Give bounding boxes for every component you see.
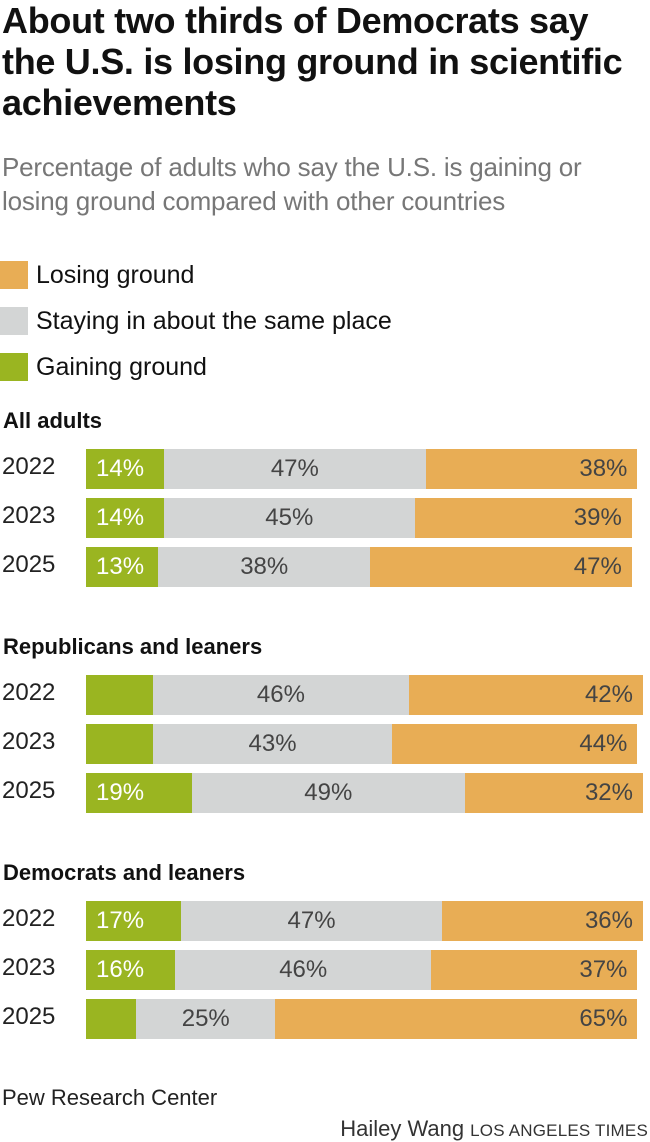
bar-segment-same: 46% (152, 675, 410, 715)
chart-subtitle: Percentage of adults who say the U.S. is… (2, 152, 582, 216)
year-label: 2023 (2, 502, 56, 529)
legend-item-losing: Losing ground (0, 252, 392, 298)
bar-segment-losing: 42% (409, 675, 643, 715)
bar-segment-losing: 65% (275, 999, 638, 1039)
group-title: Republicans and leaners (3, 634, 263, 659)
bar-segment-losing: 36% (442, 901, 643, 941)
data-label: 36% (584, 907, 633, 934)
bar-segment-same: 43% (152, 724, 393, 764)
organization-name: LOS ANGELES TIMES (470, 1121, 648, 1140)
group-title: Democrats and leaners (3, 860, 246, 885)
bar-row: 14% 47% 38% (86, 449, 638, 489)
data-label: 47% (573, 553, 622, 580)
data-label: 38% (579, 455, 628, 482)
bar-row: 17% 47% 36% (86, 901, 643, 941)
bar-segment-losing: 44% (392, 724, 638, 764)
year-label: 2022 (2, 679, 56, 706)
data-label: 47% (270, 455, 319, 482)
bar-row: 46% 42% (86, 675, 643, 715)
year-label: 2025 (2, 777, 56, 804)
author-name: Hailey Wang (340, 1116, 465, 1141)
bar-segment-gaining: 16% (86, 950, 176, 990)
data-label: 44% (579, 730, 628, 757)
data-label: 14% (96, 504, 145, 531)
data-label: 19% (96, 779, 145, 806)
data-label: 65% (579, 1005, 628, 1032)
legend: Losing ground Staying in about the same … (0, 252, 392, 390)
data-label: 45% (265, 504, 314, 531)
data-label: 43% (248, 730, 297, 757)
data-label: 42% (584, 681, 633, 708)
bar-segment-losing: 37% (431, 950, 638, 990)
bar-segment-same: 47% (163, 449, 426, 489)
bar-segment-gaining: 14% (86, 498, 164, 538)
bar-segment-gaining: 13% (86, 547, 159, 587)
bar-segment-same: 45% (163, 498, 415, 538)
bar-segment-same: 38% (158, 547, 371, 587)
data-label: 16% (96, 956, 145, 983)
year-label: 2025 (2, 551, 56, 578)
data-label: 38% (240, 553, 289, 580)
year-label: 2022 (2, 453, 56, 480)
data-label: 25% (181, 1005, 230, 1032)
bar-row: 25% 65% (86, 999, 638, 1039)
year-label: 2023 (2, 728, 56, 755)
legend-item-same: Staying in about the same place (0, 298, 392, 344)
source-credit: Pew Research Center (2, 1085, 218, 1110)
chart-title: About two thirds of Democrats say the U.… (2, 0, 623, 123)
data-label: 47% (287, 907, 336, 934)
bar-segment-losing: 38% (425, 449, 638, 489)
bar-segment-gaining: 14% (86, 449, 164, 489)
legend-label: Staying in about the same place (36, 306, 392, 335)
bar-segment-gaining (86, 999, 137, 1039)
data-label: 46% (279, 956, 328, 983)
data-label: 17% (96, 907, 145, 934)
bar-segment-same: 25% (136, 999, 276, 1039)
data-label: 32% (584, 779, 633, 806)
bar-row: 16% 46% 37% (86, 950, 638, 990)
year-label: 2025 (2, 1003, 56, 1030)
data-label: 37% (579, 956, 628, 983)
year-label: 2023 (2, 954, 56, 981)
bar-segment-losing: 47% (370, 547, 632, 587)
bar-segment-same: 46% (175, 950, 432, 990)
data-label: 39% (573, 504, 622, 531)
data-label: 14% (96, 455, 145, 482)
bar-row: 43% 44% (86, 724, 638, 764)
bar-segment-same: 47% (180, 901, 443, 941)
byline: Hailey Wang LOS ANGELES TIMES (340, 1116, 648, 1142)
bar-segment-same: 49% (191, 773, 465, 813)
year-label: 2022 (2, 905, 56, 932)
bar-row: 13% 38% 47% (86, 547, 632, 587)
legend-swatch-losing (0, 261, 28, 289)
bar-segment-gaining: 19% (86, 773, 192, 813)
data-label: 13% (96, 553, 145, 580)
bar-segment-gaining (86, 675, 153, 715)
legend-item-gaining: Gaining ground (0, 344, 392, 390)
bar-row: 14% 45% 39% (86, 498, 632, 538)
bar-segment-losing: 39% (414, 498, 632, 538)
bar-segment-losing: 32% (464, 773, 643, 813)
legend-swatch-same (0, 307, 28, 335)
legend-label: Gaining ground (36, 352, 207, 381)
group-title: All adults (3, 408, 103, 433)
legend-swatch-gaining (0, 353, 28, 381)
bar-segment-gaining: 17% (86, 901, 181, 941)
bar-row: 19% 49% 32% (86, 773, 643, 813)
bar-segment-gaining (86, 724, 153, 764)
data-label: 49% (304, 779, 353, 806)
legend-label: Losing ground (36, 260, 195, 289)
data-label: 46% (256, 681, 305, 708)
